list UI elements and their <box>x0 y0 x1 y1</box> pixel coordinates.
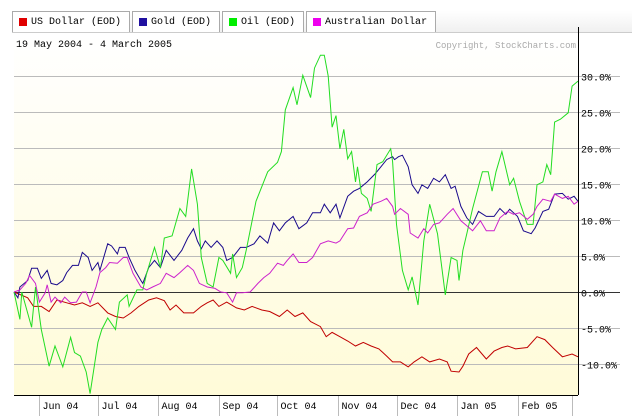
series-line-gold-eod <box>13 154 579 300</box>
x-tick-label: Sep 04 <box>223 402 259 413</box>
legend-label: Australian Dollar <box>325 16 428 28</box>
series-line-us-dollar-eod <box>13 291 579 373</box>
y-tick-label: 30.0% <box>581 74 611 85</box>
y-tick-label: -10.0% <box>581 362 617 373</box>
y-tick-label: 0.0% <box>581 290 605 301</box>
series-line-australian-dollar <box>13 193 579 305</box>
legend-tab-gold[interactable]: Gold (EOD) <box>132 11 221 32</box>
x-tick-label: Jul 04 <box>102 401 138 413</box>
x-tick-label: Jan 05 <box>461 402 497 413</box>
legend-tab-australian-dollar[interactable]: Australian Dollar <box>306 11 437 32</box>
series-line-oil-eod <box>13 54 579 394</box>
x-tick-label: Dec 04 <box>401 402 437 413</box>
x-tick-label: Feb 05 <box>522 401 558 413</box>
legend-label: US Dollar (EOD) <box>31 16 122 28</box>
y-tick-label: 15.0% <box>581 182 611 193</box>
legend-label: Gold (EOD) <box>151 16 212 28</box>
y-tick-label: -5.0% <box>581 326 611 337</box>
y-tick-label: 20.0% <box>581 146 611 157</box>
date-range: 19 May 2004 - 4 March 2005 <box>16 40 173 51</box>
x-tick-label: Oct 04 <box>281 402 317 413</box>
y-tick-label: 5.0% <box>581 254 605 265</box>
swatch-icon <box>19 18 27 26</box>
copyright: Copyright, StockCharts.com <box>435 41 576 51</box>
legend-label: Oil (EOD) <box>241 16 296 28</box>
legend-tab-oil[interactable]: Oil (EOD) <box>222 11 305 32</box>
swatch-icon <box>229 18 238 26</box>
y-tick-label: 25.0% <box>581 110 611 121</box>
x-tick-label: Nov 04 <box>342 402 378 413</box>
x-tick-label: Jun 04 <box>43 402 79 413</box>
swatch-icon <box>313 18 322 26</box>
swatch-icon <box>139 18 148 26</box>
legend-tab-us-dollar[interactable]: US Dollar (EOD) <box>12 11 131 32</box>
legend-tabs: US Dollar (EOD) Gold (EOD) Oil (EOD) Aus… <box>12 11 632 33</box>
x-tick-label: Aug 04 <box>162 402 198 413</box>
y-tick-label: 10.0% <box>581 218 611 229</box>
